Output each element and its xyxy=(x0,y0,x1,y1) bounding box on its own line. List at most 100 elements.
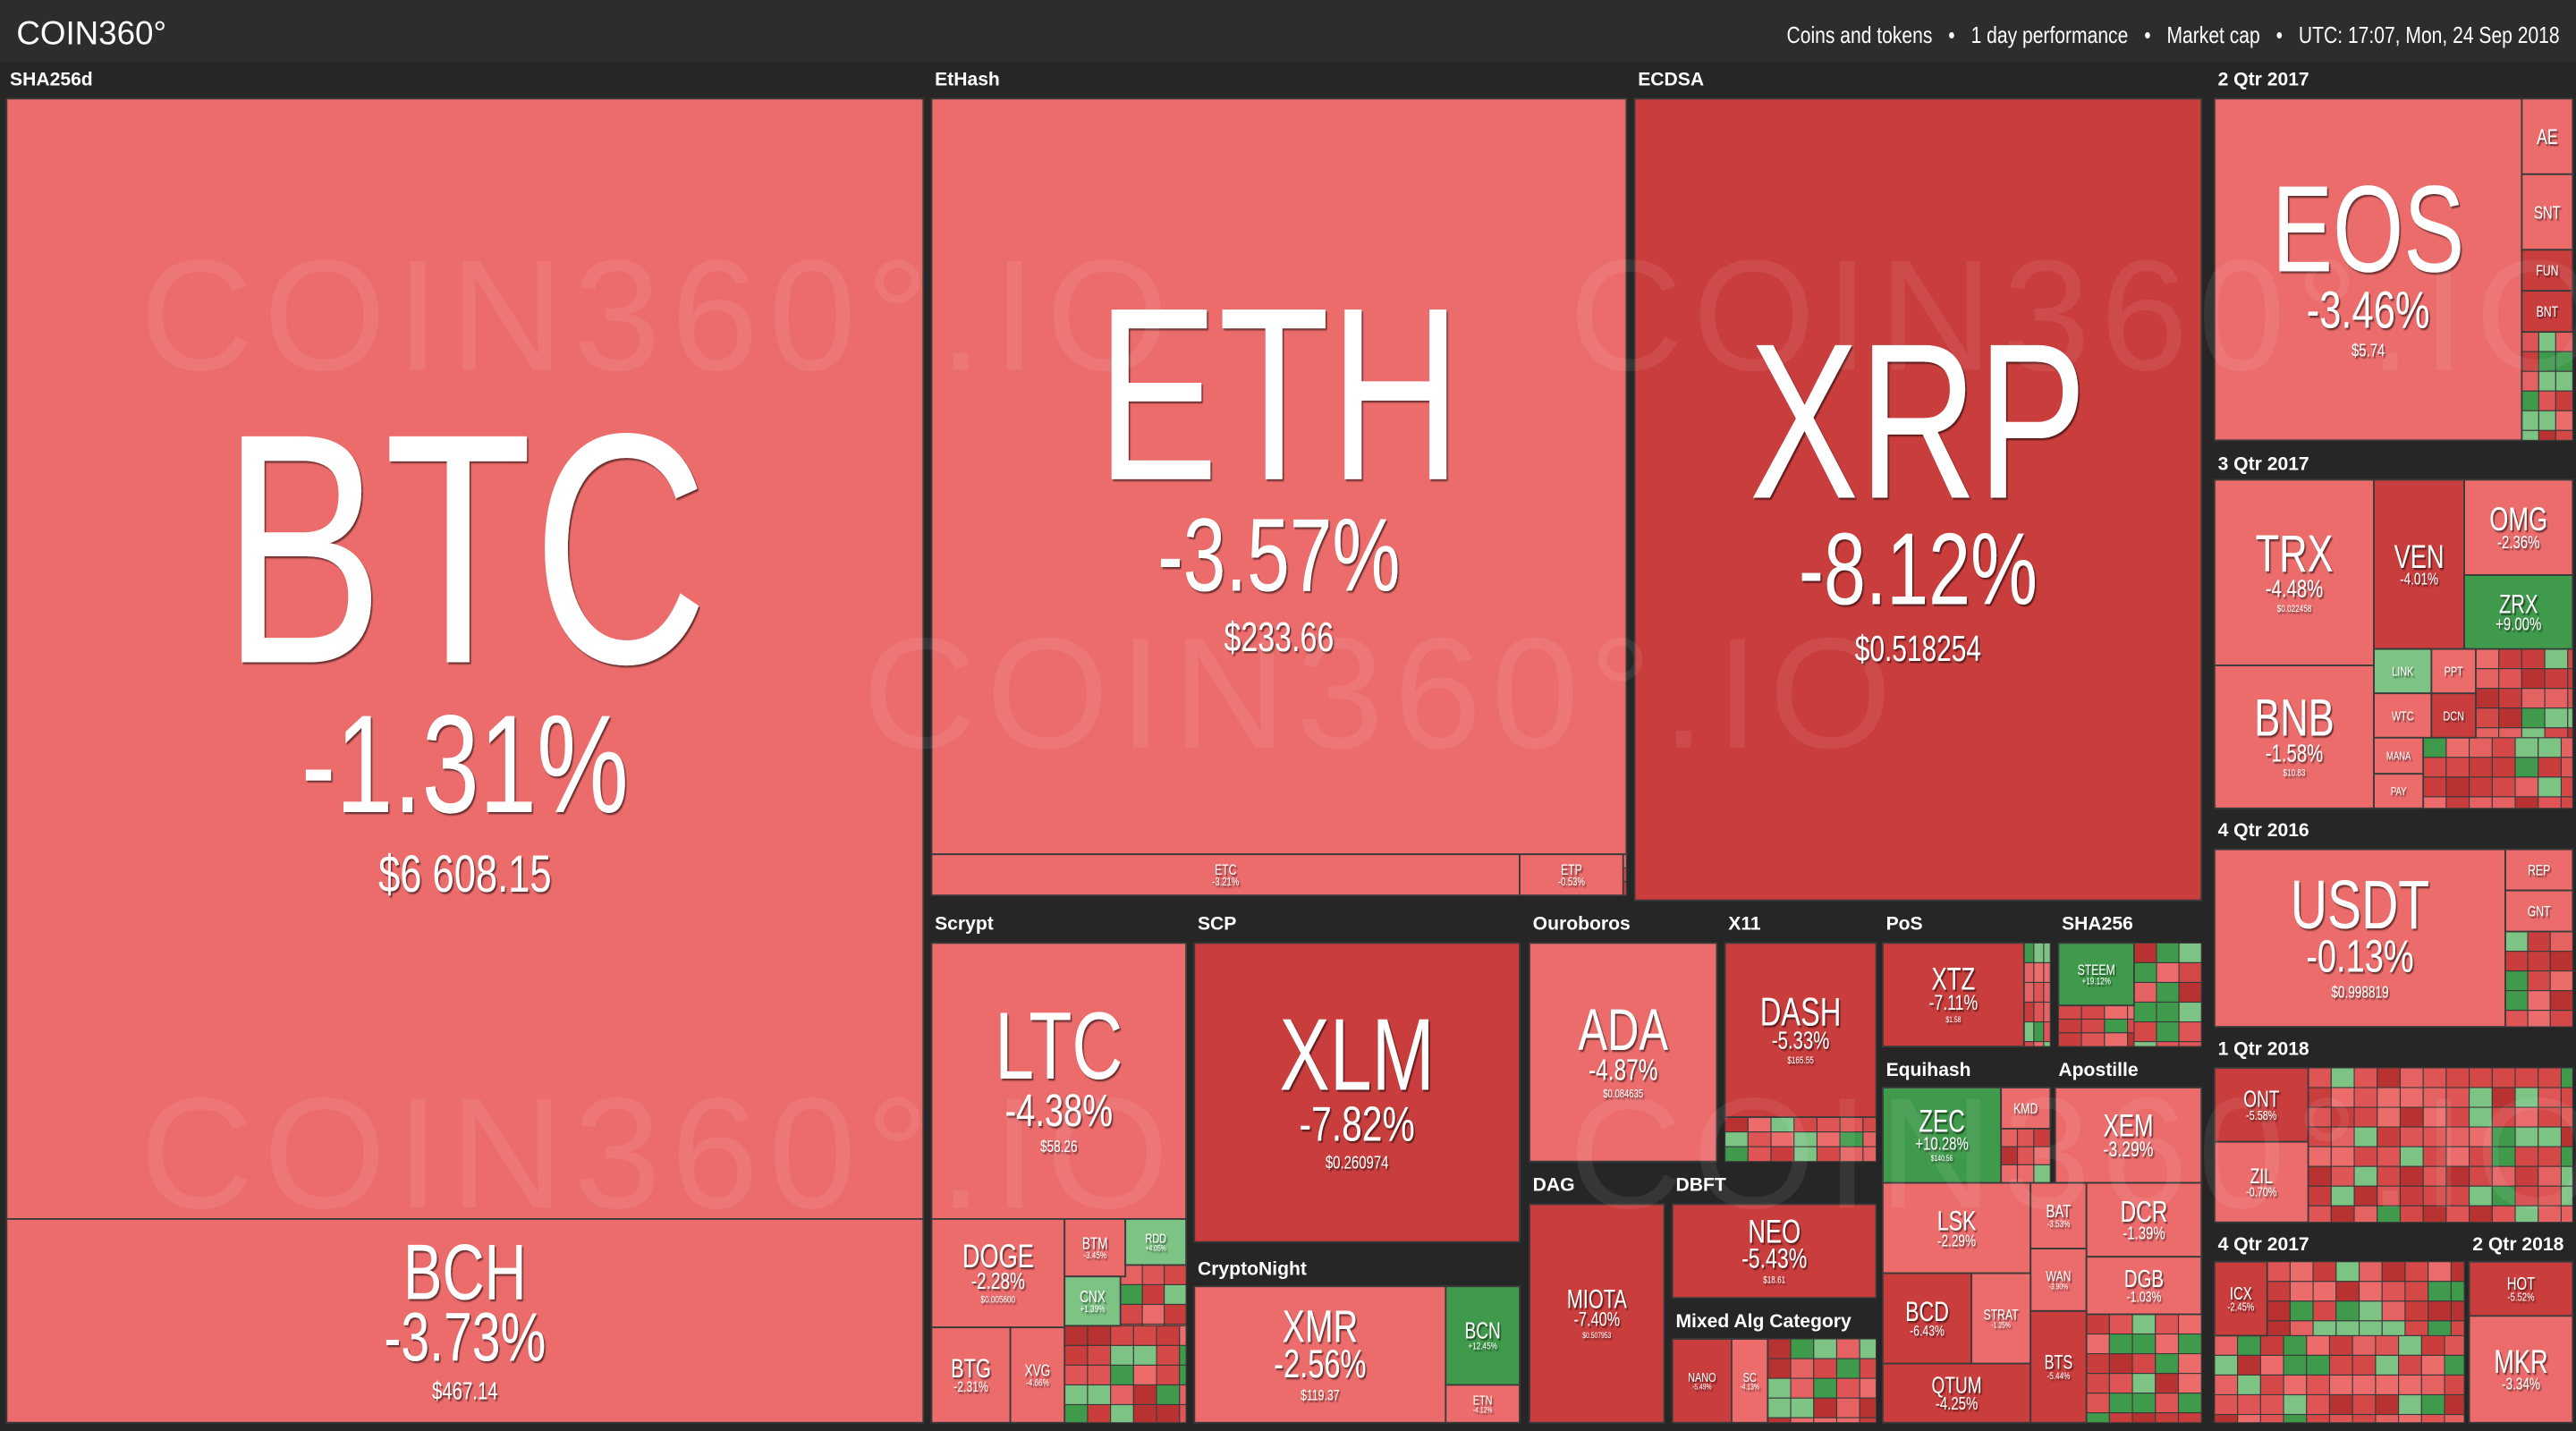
small-tile[interactable] xyxy=(2104,1004,2129,1020)
small-tile[interactable] xyxy=(1813,1377,1838,1399)
small-tile[interactable] xyxy=(2359,1261,2383,1283)
small-tile[interactable] xyxy=(2335,1320,2360,1336)
small-tile[interactable] xyxy=(1156,1403,1181,1424)
small-tile[interactable] xyxy=(2328,1413,2353,1424)
small-tile[interactable] xyxy=(1859,1338,1877,1359)
small-tile[interactable] xyxy=(2521,727,2546,739)
small-tile[interactable] xyxy=(1063,1364,1089,1386)
small-tile[interactable] xyxy=(2504,1010,2529,1028)
small-tile[interactable] xyxy=(2375,1354,2400,1376)
small-tile[interactable] xyxy=(2567,707,2573,729)
coin-tile[interactable] xyxy=(1724,942,1877,1118)
small-tile[interactable] xyxy=(2521,688,2546,709)
group-label[interactable]: PoS xyxy=(1886,914,1923,935)
small-tile[interactable] xyxy=(2306,1334,2331,1356)
coin-tile[interactable] xyxy=(2214,97,2523,442)
small-tile[interactable] xyxy=(1156,1325,1181,1346)
small-tile[interactable] xyxy=(1835,1338,1860,1359)
small-tile[interactable] xyxy=(2375,1374,2400,1396)
small-tile[interactable] xyxy=(2445,776,2470,798)
small-tile[interactable] xyxy=(1156,1364,1181,1386)
small-tile[interactable] xyxy=(2131,1333,2157,1355)
small-tile[interactable] xyxy=(2469,796,2493,809)
small-tile[interactable] xyxy=(2420,1413,2445,1424)
small-tile[interactable] xyxy=(2549,990,2573,1012)
small-tile[interactable] xyxy=(1859,1397,1877,1418)
small-tile[interactable] xyxy=(1164,1264,1187,1285)
group-label[interactable]: 4 Qtr 2017 xyxy=(2218,1234,2309,1255)
small-tile[interactable] xyxy=(1132,1403,1157,1424)
small-tile[interactable] xyxy=(2549,930,2573,953)
small-tile[interactable] xyxy=(2259,1413,2284,1424)
small-tile[interactable] xyxy=(2560,776,2573,798)
small-tile[interactable] xyxy=(1110,1344,1134,1366)
coin-tile[interactable] xyxy=(1009,1326,1066,1424)
small-tile[interactable] xyxy=(2450,1320,2465,1336)
small-tile[interactable] xyxy=(2398,1354,2422,1376)
small-tile[interactable] xyxy=(2086,1333,2110,1355)
small-tile[interactable] xyxy=(2043,1021,2051,1043)
small-tile[interactable] xyxy=(1859,1417,1877,1424)
small-tile[interactable] xyxy=(2450,1300,2465,1322)
small-tile[interactable] xyxy=(2033,1001,2045,1023)
small-tile[interactable] xyxy=(2289,1300,2314,1322)
group-label[interactable]: 2 Qtr 2018 xyxy=(2472,1234,2563,1255)
small-tile[interactable] xyxy=(2127,1004,2135,1020)
small-tile[interactable] xyxy=(2156,981,2180,1003)
small-tile[interactable] xyxy=(1156,1384,1181,1406)
small-tile[interactable] xyxy=(2538,429,2556,441)
small-tile[interactable] xyxy=(1141,1323,1165,1326)
small-tile[interactable] xyxy=(1179,1403,1187,1424)
small-tile[interactable] xyxy=(2527,951,2551,972)
small-tile[interactable] xyxy=(2283,1334,2308,1356)
small-tile[interactable] xyxy=(2444,1393,2465,1416)
small-tile[interactable] xyxy=(2498,707,2522,729)
small-tile[interactable] xyxy=(2131,1313,2157,1335)
small-tile[interactable] xyxy=(2283,1354,2308,1376)
small-tile[interactable] xyxy=(2108,1353,2133,1375)
small-tile[interactable] xyxy=(2444,1334,2465,1356)
small-tile[interactable] xyxy=(2259,1334,2284,1356)
small-tile[interactable] xyxy=(2312,1300,2337,1322)
small-tile[interactable] xyxy=(2420,1334,2445,1356)
small-tile[interactable] xyxy=(1164,1303,1187,1325)
small-tile[interactable] xyxy=(1132,1384,1157,1406)
small-tile[interactable] xyxy=(1087,1344,1112,1366)
small-tile[interactable] xyxy=(1835,1397,1860,1418)
small-tile[interactable] xyxy=(2023,981,2035,1003)
group-label[interactable]: X11 xyxy=(1728,914,1761,935)
small-tile[interactable] xyxy=(1110,1384,1134,1406)
small-tile[interactable] xyxy=(2491,757,2516,778)
small-tile[interactable] xyxy=(2420,1354,2445,1376)
small-tile[interactable] xyxy=(2289,1320,2314,1336)
small-tile[interactable] xyxy=(2521,429,2539,441)
group-label[interactable]: SHA256 xyxy=(2062,914,2133,935)
small-tile[interactable] xyxy=(2312,1281,2337,1302)
small-tile[interactable] xyxy=(2237,1374,2261,1396)
small-tile[interactable] xyxy=(2359,1281,2383,1302)
small-tile[interactable] xyxy=(1179,1344,1187,1366)
small-tile[interactable] xyxy=(2086,1313,2110,1335)
small-tile[interactable] xyxy=(2328,1354,2353,1376)
coin-tile[interactable] xyxy=(2214,1067,2309,1143)
coin-tile[interactable] xyxy=(1063,1218,1127,1278)
small-tile[interactable] xyxy=(2351,1393,2377,1416)
small-tile[interactable] xyxy=(2475,648,2500,670)
group-label[interactable]: 3 Qtr 2017 xyxy=(2218,453,2309,474)
group-label[interactable]: Apostille xyxy=(2058,1060,2138,1080)
small-tile[interactable] xyxy=(1132,1364,1157,1386)
small-tile[interactable] xyxy=(2475,727,2500,739)
group-label[interactable]: Scrypt xyxy=(935,914,994,935)
small-tile[interactable] xyxy=(2133,961,2157,984)
small-tile[interactable] xyxy=(2560,796,2573,809)
coin-tile[interactable] xyxy=(1881,1087,2003,1184)
small-tile[interactable] xyxy=(2404,1281,2429,1302)
coin-tile[interactable] xyxy=(2214,665,2375,809)
small-tile[interactable] xyxy=(1859,1358,1877,1379)
small-tile[interactable] xyxy=(1835,1417,1860,1424)
coin-tile[interactable] xyxy=(1445,1384,1521,1424)
small-tile[interactable] xyxy=(1790,1397,1815,1418)
filter[interactable]: 1 day performance xyxy=(1971,22,2129,47)
small-tile[interactable] xyxy=(2178,1001,2202,1023)
small-tile[interactable] xyxy=(2398,1374,2422,1396)
